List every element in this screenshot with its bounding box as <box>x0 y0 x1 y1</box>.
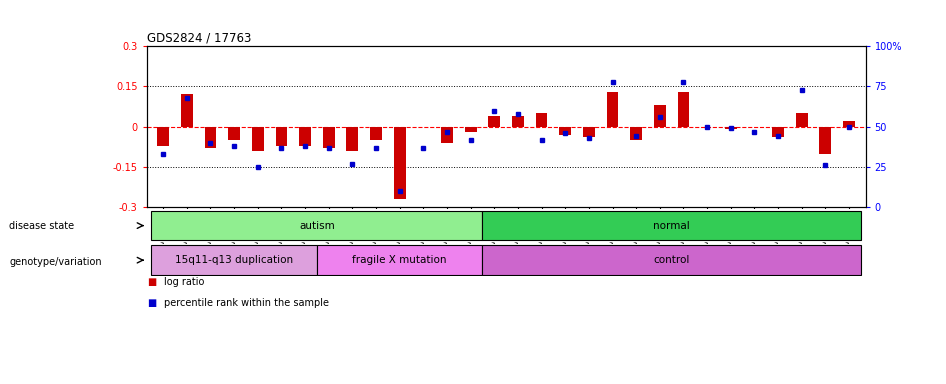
Bar <box>299 127 311 146</box>
FancyBboxPatch shape <box>317 245 482 275</box>
Bar <box>772 127 784 137</box>
Text: normal: normal <box>654 220 690 231</box>
Text: GDS2824 / 17763: GDS2824 / 17763 <box>147 32 251 45</box>
Bar <box>677 92 690 127</box>
Bar <box>394 127 406 199</box>
Bar <box>204 127 217 148</box>
Bar <box>464 127 477 132</box>
FancyBboxPatch shape <box>482 245 861 275</box>
Text: log ratio: log ratio <box>164 277 204 287</box>
FancyBboxPatch shape <box>151 211 482 240</box>
Text: disease state: disease state <box>9 220 75 231</box>
Bar <box>323 127 335 148</box>
Text: control: control <box>654 255 690 265</box>
Bar <box>535 113 548 127</box>
Text: percentile rank within the sample: percentile rank within the sample <box>164 298 328 308</box>
Bar <box>441 127 453 143</box>
Text: fragile X mutation: fragile X mutation <box>353 255 447 265</box>
Text: 15q11-q13 duplication: 15q11-q13 duplication <box>175 255 293 265</box>
Bar <box>252 127 264 151</box>
Text: autism: autism <box>299 220 335 231</box>
Bar <box>819 127 832 154</box>
Bar <box>630 127 642 140</box>
Bar <box>488 116 500 127</box>
Text: genotype/variation: genotype/variation <box>9 257 102 267</box>
Bar <box>606 92 619 127</box>
Bar <box>725 127 737 129</box>
Bar <box>181 94 193 127</box>
FancyBboxPatch shape <box>482 211 861 240</box>
FancyBboxPatch shape <box>151 245 317 275</box>
Bar <box>346 127 359 151</box>
Bar <box>559 127 571 135</box>
Bar <box>275 127 288 146</box>
Text: ■: ■ <box>147 277 156 287</box>
Bar <box>370 127 382 140</box>
Bar <box>583 127 595 137</box>
Bar <box>512 116 524 127</box>
Bar <box>654 105 666 127</box>
Bar <box>796 113 808 127</box>
Text: ■: ■ <box>147 298 156 308</box>
Bar <box>228 127 240 140</box>
Bar <box>157 127 169 146</box>
Bar <box>843 121 855 127</box>
